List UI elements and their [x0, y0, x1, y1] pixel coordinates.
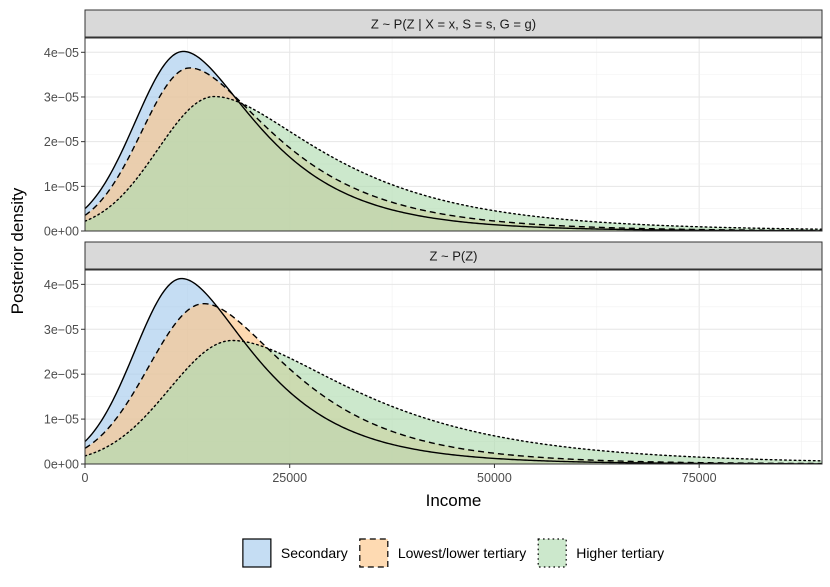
- y-tick-label: 2e−05: [44, 368, 79, 382]
- legend-key-higher-tertiary: [537, 538, 567, 568]
- legend: Secondary Lowest/lower tertiary Higher ter…: [242, 538, 664, 568]
- line-higher-tertiary: [85, 339, 822, 462]
- line-secondary: [85, 50, 822, 231]
- area-higher-tertiary: [85, 96, 822, 231]
- legend-key-secondary: [242, 538, 272, 568]
- y-tick-label: 1e−05: [44, 180, 79, 194]
- x-tick-label: 75000: [682, 471, 717, 485]
- y-axis-title: Posterior density: [8, 187, 27, 314]
- lines-top: [85, 50, 822, 231]
- y-tick-label: 1e−05: [44, 413, 79, 427]
- panel-top: Z ~ P(Z | X = x, S = s, G = g) 0e+00 1e−0…: [44, 9, 823, 239]
- strip-top: [84, 9, 823, 38]
- strip-title-bottom: Z ~ P(Z): [429, 249, 477, 264]
- areas-top: [85, 51, 822, 231]
- x-axis-title: Income: [426, 491, 482, 510]
- y-axis-top: 0e+00 1e−05 2e−05 3e−05 4e−05: [44, 46, 85, 239]
- y-tick-label: 4e−05: [44, 278, 79, 292]
- legend-label-lowest-lower-tertiary: Lowest/lower tertiary: [398, 545, 526, 561]
- y-tick-label: 2e−05: [44, 135, 79, 149]
- legend-label-higher-tertiary: Higher tertiary: [576, 545, 664, 561]
- panel-bottom: Z ~ P(Z) 0e+00 1e−05 2e−05 3e−05 4e−05 0 2500…: [44, 241, 823, 485]
- x-tick-label: 50000: [477, 471, 512, 485]
- y-tick-label: 0e+00: [44, 458, 79, 472]
- y-axis-bottom: 0e+00 1e−05 2e−05 3e−05 4e−05: [44, 278, 85, 472]
- line-lowest-lower-tertiary: [85, 303, 822, 464]
- lines-bottom: [85, 277, 822, 464]
- x-tick-label: 25000: [272, 471, 307, 485]
- x-tick-label: 0: [82, 471, 89, 485]
- line-lowest-lower-tertiary: [85, 67, 822, 231]
- line-higher-tertiary: [85, 95, 822, 230]
- legend-key-lowest-lower-tertiary: [359, 538, 389, 568]
- line-secondary: [85, 277, 822, 464]
- panel-border-top: [84, 37, 823, 232]
- strip-bottom: [84, 241, 823, 270]
- y-tick-label: 3e−05: [44, 90, 79, 104]
- legend-label-secondary: Secondary: [281, 545, 348, 561]
- y-tick-label: 4e−05: [44, 46, 79, 60]
- panel-border-bottom: [84, 269, 823, 465]
- y-tick-label: 3e−05: [44, 323, 79, 337]
- strip-title-top: Z ~ P(Z | X = x, S = s, G = g): [371, 17, 536, 32]
- x-axis: 0 25000 50000 75000: [82, 464, 717, 485]
- y-tick-label: 0e+00: [44, 225, 79, 239]
